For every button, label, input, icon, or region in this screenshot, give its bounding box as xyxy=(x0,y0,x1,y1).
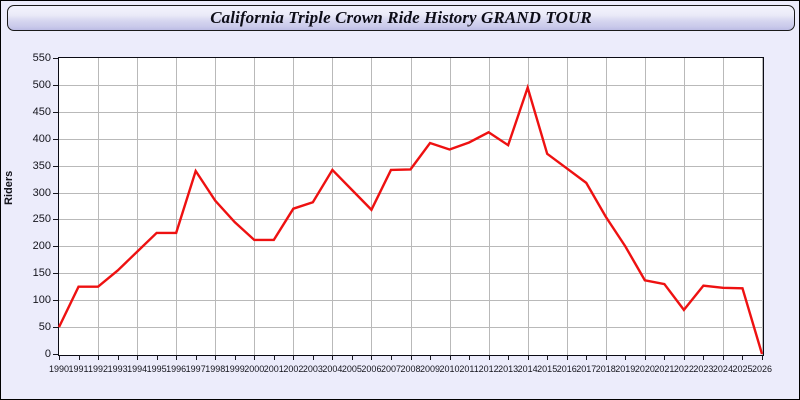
chart-canvas: Riders 0 50 100 150 200 250 300 350 400 450 500 550… xyxy=(1,33,799,399)
y-tick-label: 150 xyxy=(32,267,51,280)
y-tick-label: 550 xyxy=(32,52,51,64)
x-tick-label: 1994 xyxy=(127,364,148,374)
x-tick-label: 2011 xyxy=(459,364,479,374)
x-tick-label: 2024 xyxy=(712,364,733,374)
x-tick-label: 2006 xyxy=(361,364,382,374)
axis-tick-marks xyxy=(53,58,763,360)
x-tick-label: 2005 xyxy=(341,364,362,374)
x-tick-label: 1997 xyxy=(185,364,206,374)
x-tick-label: 2026 xyxy=(751,364,773,374)
x-tick-label: 2023 xyxy=(693,364,714,374)
x-tick-label: 2018 xyxy=(595,364,616,374)
x-tick-label: 2013 xyxy=(498,364,519,374)
y-tick-label: 300 xyxy=(32,186,51,199)
x-tick-label: 2009 xyxy=(420,364,441,374)
x-tick-label: 2010 xyxy=(439,364,460,374)
y-tick-label: 250 xyxy=(32,213,51,226)
x-tick-label: 2003 xyxy=(302,364,323,374)
x-tick-label: 2017 xyxy=(576,364,597,374)
x-tick-label: 1990 xyxy=(48,364,70,374)
x-tick-label: 2022 xyxy=(673,364,694,374)
x-tick-label: 1991 xyxy=(68,364,89,374)
x-tick-label: 1995 xyxy=(146,364,167,374)
x-tick-label: 2012 xyxy=(478,364,499,374)
y-tick-label: 100 xyxy=(32,294,51,307)
y-tick-label: 400 xyxy=(32,132,51,145)
plot-area xyxy=(57,57,764,356)
x-tick-label: 2007 xyxy=(380,364,401,374)
x-tick-label: 2021 xyxy=(654,364,675,374)
x-tick-label: 2008 xyxy=(400,364,421,374)
y-tick-label: 500 xyxy=(32,78,51,91)
y-tick-label: 50 xyxy=(38,321,51,334)
x-tick-label: 2016 xyxy=(556,364,577,374)
y-tick-label: 450 xyxy=(32,105,51,118)
x-tick-label: 2014 xyxy=(517,364,538,374)
y-tick-label: 200 xyxy=(32,240,51,253)
y-tick-label: 0 xyxy=(44,348,51,360)
x-tick-label: 2015 xyxy=(537,364,558,374)
line-series-riders xyxy=(57,83,764,355)
x-tick-label: 2001 xyxy=(263,364,284,374)
x-tick-label: 1996 xyxy=(166,364,187,374)
x-tick-label: 2019 xyxy=(615,364,636,374)
x-tick-label: 1999 xyxy=(224,364,245,374)
x-tick-label: 2020 xyxy=(634,364,655,374)
x-tick-label: 2000 xyxy=(244,364,265,374)
series-path-riders xyxy=(57,83,764,355)
y-tick-label: 350 xyxy=(32,159,51,172)
grid-lines xyxy=(59,58,763,355)
x-tick-label: 1993 xyxy=(107,364,128,374)
x-tick-label: 1998 xyxy=(205,364,226,374)
x-tick-label: 2002 xyxy=(283,364,304,374)
x-tick-label: 1992 xyxy=(88,364,109,374)
x-tick-label: 2025 xyxy=(732,364,753,374)
window-title-bar: California Triple Crown Ride History GRA… xyxy=(7,5,795,31)
x-tick-label: 2004 xyxy=(322,364,343,374)
page-title: California Triple Crown Ride History GRA… xyxy=(210,8,592,27)
